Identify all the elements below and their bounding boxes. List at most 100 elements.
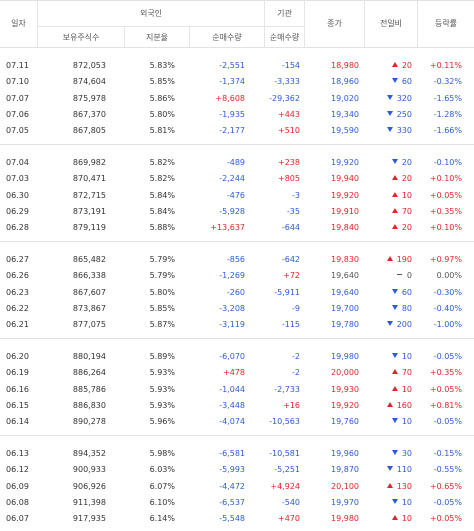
date: 07.04: [6, 158, 29, 167]
change: 10: [365, 382, 412, 398]
holdings: 886,264: [72, 368, 106, 378]
ratio: 5.87%: [149, 320, 175, 330]
institution-net: -35: [286, 206, 300, 216]
change-value: 160: [396, 400, 412, 410]
institution-net: +805: [278, 174, 300, 184]
rate: +0.05%: [429, 190, 462, 200]
date: 06.23: [6, 287, 29, 297]
institution-net: -5,251: [274, 465, 300, 475]
ratio: 5.93%: [149, 384, 175, 394]
close: 19,640: [331, 287, 359, 297]
institution-net: -644: [281, 223, 300, 233]
rate: +0.97%: [429, 255, 462, 264]
date: 07.06: [6, 109, 29, 119]
ratio: 6.10%: [149, 497, 175, 507]
header-cell: 순매수량: [190, 27, 265, 47]
rate: +0.35%: [429, 206, 462, 216]
change-value: 20: [401, 61, 412, 70]
date: 06.21: [6, 320, 29, 330]
change-value: 10: [401, 190, 412, 200]
foreign-net: -1,935: [219, 109, 245, 119]
institution-net: -9: [292, 303, 300, 313]
change-value: 10: [401, 384, 412, 394]
change-value: 130: [396, 481, 412, 491]
change: 20: [365, 58, 412, 74]
institution-net: +72: [283, 271, 300, 281]
change-value: 250: [396, 109, 412, 119]
ratio: 5.93%: [149, 368, 175, 378]
close: 19,780: [331, 320, 359, 330]
ratio: 5.83%: [149, 61, 175, 70]
foreign-net: -260: [226, 287, 245, 297]
change-value: 10: [401, 352, 412, 361]
ratio: 5.89%: [149, 352, 175, 361]
group-separator: [0, 241, 474, 242]
ratio: 5.79%: [149, 255, 175, 264]
close: 18,960: [331, 77, 359, 87]
ratio: 5.80%: [149, 287, 175, 297]
change: 20: [365, 220, 412, 236]
change-icon: [386, 94, 393, 100]
header-cell: 일자: [0, 0, 38, 47]
foreign-net: -2,244: [219, 174, 245, 184]
holdings: 872,715: [72, 190, 106, 200]
holdings: 873,191: [72, 206, 106, 216]
change: 10: [365, 349, 412, 365]
change-value: 200: [396, 320, 412, 330]
ratio: 6.03%: [149, 465, 175, 475]
close: 19,700: [331, 303, 359, 313]
rate: +0.10%: [429, 174, 462, 184]
close: 19,340: [331, 109, 359, 119]
header-cell: 순매수량: [265, 27, 305, 47]
change-icon: [391, 353, 398, 358]
institution-net: -3,333: [274, 77, 300, 87]
date: 06.29: [6, 206, 29, 216]
rate: +0.10%: [429, 223, 462, 233]
ratio: 5.82%: [149, 174, 175, 184]
foreign-net: -3,208: [219, 303, 245, 313]
change-value: 20: [401, 174, 412, 184]
holdings: 867,607: [72, 287, 106, 297]
close: 19,830: [331, 255, 359, 264]
date: 07.11: [6, 61, 29, 70]
foreign-net: -489: [226, 158, 245, 167]
institution-net: -10,563: [269, 417, 300, 427]
date: 06.09: [6, 481, 29, 491]
rate: -0.30%: [433, 287, 462, 297]
date: 06.22: [6, 303, 29, 313]
rate: -1.00%: [433, 320, 462, 330]
rate: +0.11%: [429, 61, 462, 70]
rate: -1.28%: [433, 109, 462, 119]
change: 10: [365, 414, 412, 430]
ratio: 5.98%: [149, 449, 175, 458]
close: 19,640: [331, 271, 359, 281]
change-icon: [386, 466, 393, 472]
foreign-net: -5,928: [219, 206, 245, 216]
rate: +0.65%: [429, 481, 462, 491]
foreign-net: -1,374: [219, 77, 245, 87]
close: 19,930: [331, 384, 359, 394]
change-icon: [386, 482, 393, 488]
change-icon: [386, 127, 393, 133]
foreign-net: -1,044: [219, 384, 245, 394]
close: 19,020: [331, 93, 359, 103]
rate: +0.05%: [429, 384, 462, 394]
foreign-net: +8,608: [215, 93, 245, 103]
ratio: 6.14%: [149, 514, 175, 524]
date: 06.15: [6, 400, 29, 410]
change-icon: [391, 159, 398, 164]
foreign-net: -3,448: [219, 400, 245, 410]
change-value: 10: [401, 514, 412, 524]
change-icon: [391, 288, 398, 294]
close: 19,910: [331, 206, 359, 216]
change: 250: [365, 107, 412, 123]
institution-net: -2,733: [274, 384, 300, 394]
institution-net: -5,911: [274, 287, 300, 297]
header-cell: 지분율: [125, 27, 190, 47]
foreign-net: -476: [226, 190, 245, 200]
header-cell: 종가: [305, 0, 365, 47]
change-icon: [391, 78, 398, 84]
change-value: 0: [406, 271, 412, 281]
change-value: 10: [401, 497, 412, 507]
holdings: 873,867: [72, 303, 106, 313]
